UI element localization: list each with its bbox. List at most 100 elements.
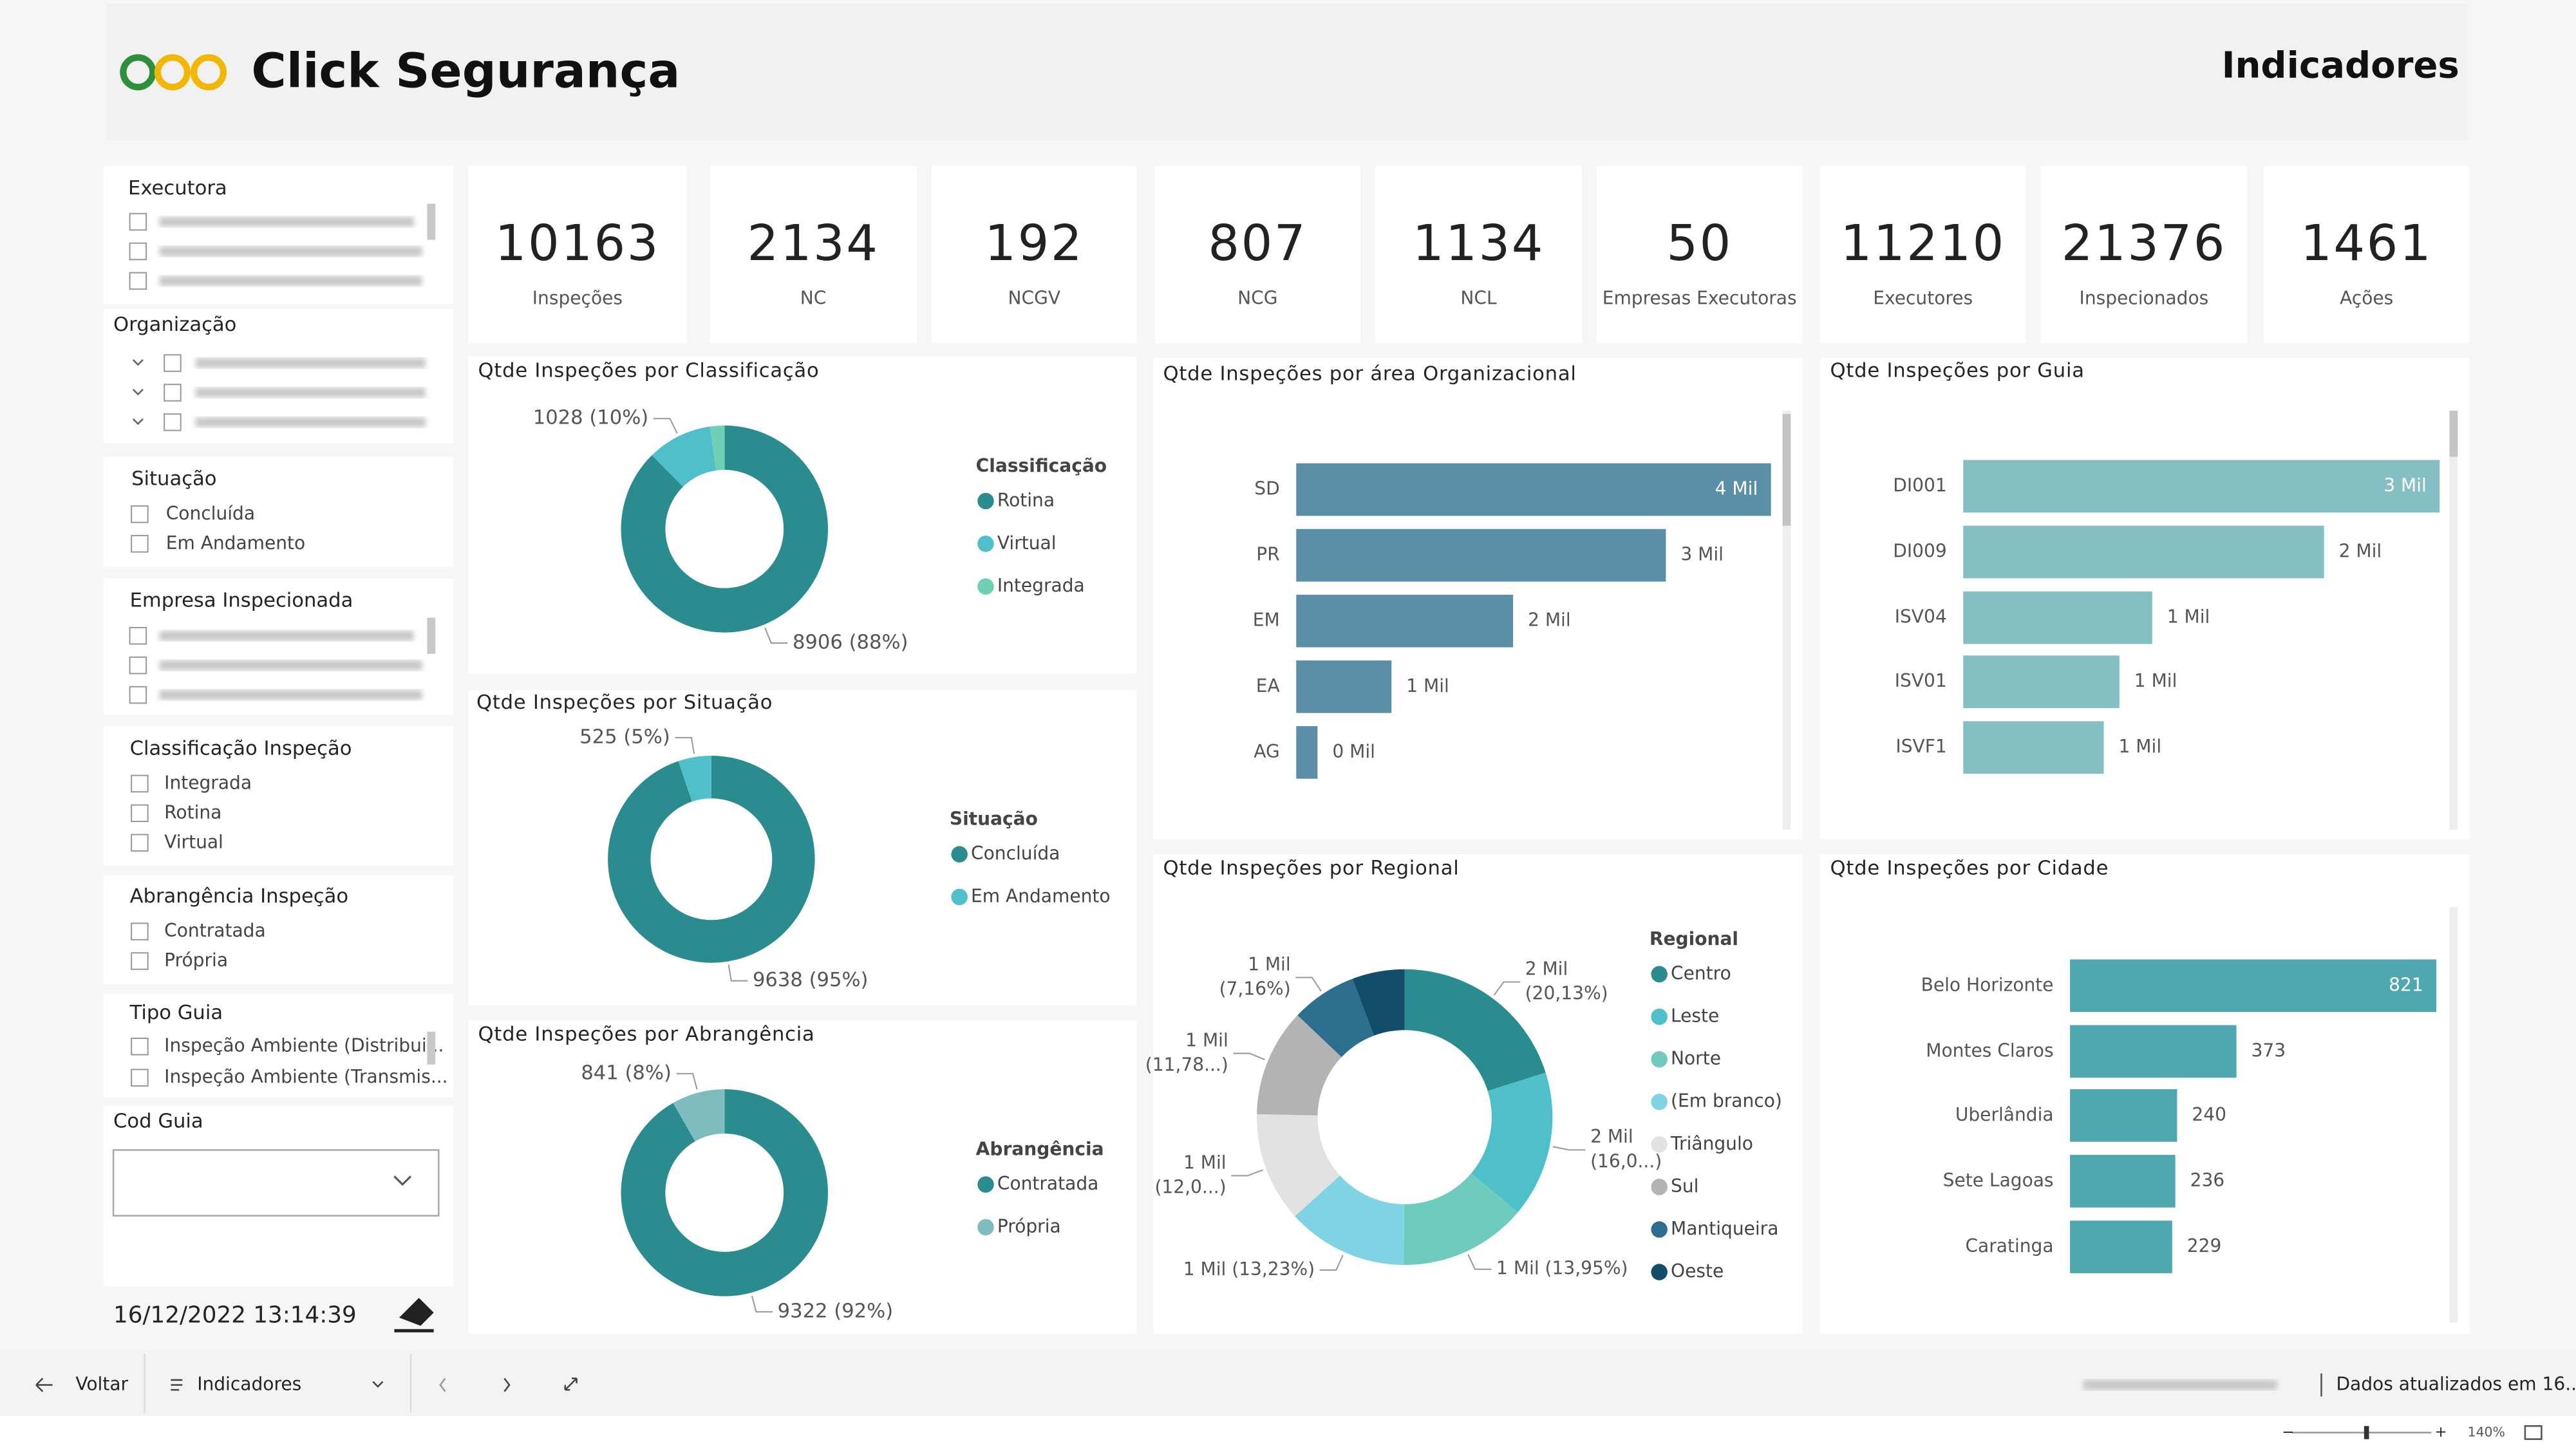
scrollbar[interactable] bbox=[2449, 411, 2458, 457]
legend-dot bbox=[1651, 1221, 1668, 1238]
filter-option[interactable]: Integrada bbox=[164, 772, 252, 793]
donut-slice bbox=[608, 755, 815, 963]
bar bbox=[1963, 591, 2152, 644]
legend-label[interactable]: Rotina bbox=[997, 489, 1055, 510]
filter-option[interactable]: Em Andamento bbox=[166, 532, 306, 554]
checkbox[interactable] bbox=[164, 354, 182, 372]
filter-option[interactable]: Rotina bbox=[164, 801, 221, 823]
checkbox[interactable] bbox=[129, 272, 147, 290]
checkbox[interactable] bbox=[131, 1069, 149, 1087]
leader-line bbox=[728, 964, 748, 982]
legend-label[interactable]: Integrada bbox=[997, 575, 1085, 596]
dropdown[interactable] bbox=[112, 1149, 440, 1217]
donut-slice bbox=[621, 1089, 829, 1296]
checkbox[interactable] bbox=[129, 626, 147, 645]
fit-icon[interactable] bbox=[2524, 1425, 2543, 1440]
legend-dot bbox=[1651, 1051, 1668, 1068]
prev-page[interactable] bbox=[439, 1378, 446, 1392]
next-page[interactable] bbox=[503, 1378, 511, 1392]
fullscreen-icon[interactable] bbox=[564, 1377, 578, 1391]
legend-label[interactable]: (Em branco) bbox=[1671, 1090, 1782, 1112]
checkbox[interactable] bbox=[129, 656, 147, 675]
category-label: Uberlândia bbox=[1955, 1104, 2054, 1125]
legend-dot bbox=[1651, 1093, 1668, 1110]
filter-option[interactable]: Concluída bbox=[166, 503, 255, 524]
legend-label[interactable]: Triângulo bbox=[1670, 1133, 1753, 1154]
data-label: 841 (8%) bbox=[581, 1061, 672, 1084]
kpi-value: 2134 bbox=[747, 215, 879, 272]
legend-label[interactable]: Própria bbox=[997, 1215, 1061, 1237]
legend-label[interactable]: Leste bbox=[1671, 1005, 1719, 1027]
kpi-label: NCGV bbox=[1008, 287, 1061, 308]
back-button[interactable]: Voltar bbox=[75, 1373, 128, 1394]
scrollbar[interactable] bbox=[427, 1031, 436, 1065]
donut-slice bbox=[678, 755, 711, 802]
bar bbox=[1296, 463, 1771, 516]
page-chevron[interactable] bbox=[372, 1381, 384, 1388]
data-label: 1 Mil bbox=[1248, 953, 1291, 975]
legend-label[interactable]: Mantiqueira bbox=[1671, 1218, 1778, 1239]
checkbox[interactable] bbox=[129, 242, 147, 261]
filter-option[interactable]: Virtual bbox=[164, 831, 223, 852]
checkbox[interactable] bbox=[131, 922, 149, 940]
filter-option[interactable]: Própria bbox=[164, 949, 228, 971]
legend-label[interactable]: Centro bbox=[1671, 962, 1731, 984]
hidden-option bbox=[195, 417, 426, 427]
data-label: 1 Mil bbox=[1183, 1152, 1227, 1173]
dropdown-chevron[interactable] bbox=[393, 1175, 411, 1186]
back-arrow[interactable] bbox=[35, 1378, 53, 1392]
checkbox[interactable] bbox=[129, 686, 147, 704]
legend-label[interactable]: Concluída bbox=[971, 843, 1060, 864]
donut-slice bbox=[673, 1089, 725, 1142]
data-label: 1 Mil (13,95%) bbox=[1496, 1258, 1628, 1279]
update-info: Dados atualizados em 16... bbox=[2336, 1373, 2576, 1394]
checkbox[interactable] bbox=[131, 834, 149, 852]
data-label: 373 bbox=[2252, 1040, 2286, 1061]
legend-title: Situação bbox=[950, 809, 1038, 830]
bar bbox=[1963, 525, 2324, 579]
bar bbox=[1296, 528, 1666, 582]
checkbox[interactable] bbox=[131, 1037, 149, 1056]
legend-label[interactable]: Virtual bbox=[997, 532, 1057, 554]
legend-dot bbox=[977, 492, 994, 510]
checkbox[interactable] bbox=[129, 212, 147, 231]
page-selector[interactable]: Indicadores bbox=[197, 1373, 301, 1394]
pages-icon[interactable] bbox=[171, 1379, 183, 1391]
legend-label[interactable]: Oeste bbox=[1671, 1260, 1724, 1282]
checkbox[interactable] bbox=[164, 384, 182, 402]
filter-option[interactable]: Inspeção Ambiente (Transmis... bbox=[164, 1066, 447, 1087]
legend-label[interactable]: Contratada bbox=[997, 1173, 1098, 1194]
category-label: EM bbox=[1253, 610, 1280, 631]
scrollbar[interactable] bbox=[1782, 414, 1791, 526]
checkbox[interactable] bbox=[131, 534, 149, 553]
checkbox[interactable] bbox=[131, 804, 149, 823]
checkbox[interactable] bbox=[131, 505, 149, 523]
status-bar bbox=[0, 1416, 2576, 1449]
zoom-thumb[interactable] bbox=[2364, 1426, 2369, 1439]
eraser-icon[interactable] bbox=[394, 1298, 434, 1332]
scrollbar[interactable] bbox=[427, 203, 436, 240]
legend-label[interactable]: Norte bbox=[1671, 1048, 1721, 1069]
expand-chevrons[interactable] bbox=[132, 359, 144, 425]
legend-label[interactable]: Em Andamento bbox=[971, 885, 1111, 906]
zoom-out[interactable]: − bbox=[2282, 1424, 2294, 1441]
zoom-in[interactable]: + bbox=[2435, 1424, 2447, 1441]
bar bbox=[2070, 1025, 2237, 1078]
category-label: DI001 bbox=[1893, 474, 1946, 496]
data-label: (16,0...) bbox=[1590, 1150, 1662, 1172]
filter-option[interactable]: Inspeção Ambiente (Distribui... bbox=[164, 1035, 444, 1056]
bar bbox=[2070, 959, 2437, 1013]
hidden-option bbox=[195, 388, 426, 398]
chart-title: Qtde Inspeções por Classificação bbox=[478, 359, 820, 382]
checkbox[interactable] bbox=[131, 774, 149, 793]
chart-title: Qtde Inspeções por Regional bbox=[1163, 857, 1460, 880]
checkbox[interactable] bbox=[131, 952, 149, 970]
scrollbar[interactable] bbox=[427, 617, 436, 654]
zoom-level: 140% bbox=[2468, 1424, 2505, 1439]
donut-slice bbox=[1257, 1015, 1342, 1116]
checkbox[interactable] bbox=[164, 413, 182, 431]
filter-title: Empresa Inspecionada bbox=[130, 590, 353, 612]
legend-label[interactable]: Sul bbox=[1671, 1175, 1698, 1197]
filter-option[interactable]: Contratada bbox=[164, 920, 265, 941]
filter-title: Tipo Guia bbox=[129, 1002, 223, 1024]
